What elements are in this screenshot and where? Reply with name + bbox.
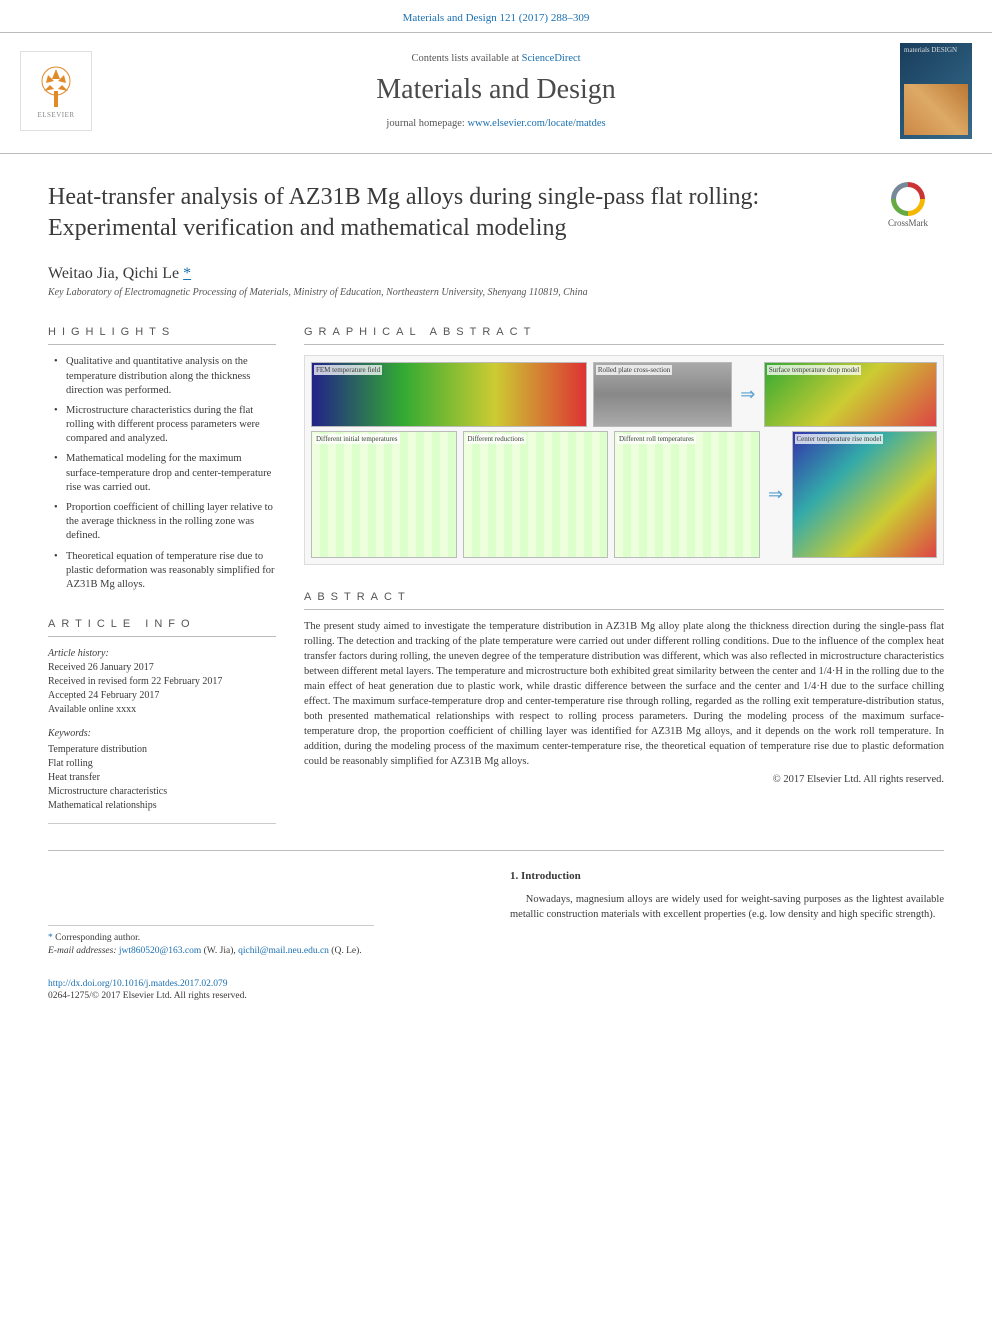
keyword: Heat transfer <box>48 771 276 785</box>
journal-header-band: ELSEVIER Contents lists available at Sci… <box>0 32 992 154</box>
highlights-list: Qualitative and quantitative analysis on… <box>48 355 276 592</box>
graphical-abstract-heading: GRAPHICAL ABSTRACT <box>304 326 944 345</box>
journal-homepage-link[interactable]: www.elsevier.com/locate/matdes <box>467 118 605 129</box>
keyword: Microstructure characteristics <box>48 785 276 799</box>
journal-header-center: Contents lists available at ScienceDirec… <box>106 53 886 129</box>
journal-name: Materials and Design <box>106 74 886 106</box>
article-info-body: Article history: Received 26 January 201… <box>48 647 276 824</box>
elsevier-tree-icon <box>32 63 80 111</box>
history-accepted: Accepted 24 February 2017 <box>48 689 276 703</box>
doi-link[interactable]: http://dx.doi.org/10.1016/j.matdes.2017.… <box>48 979 228 989</box>
corresp-email-2[interactable]: qichil@mail.neu.edu.cn <box>238 946 329 956</box>
history-online: Available online xxxx <box>48 703 276 717</box>
abstract-text: The present study aimed to investigate t… <box>304 620 944 769</box>
journal-homepage-line: journal homepage: www.elsevier.com/locat… <box>106 118 886 129</box>
journal-cover-art <box>904 84 968 135</box>
corresp-email-1-who: (W. Jia) <box>204 946 234 956</box>
authors-line: Weitao Jia, Qichi Le * <box>0 251 992 283</box>
highlight-item: Microstructure characteristics during th… <box>58 404 276 447</box>
ga-panel-reductions: Different reductions <box>463 431 609 558</box>
emails-label: E-mail addresses: <box>48 946 117 956</box>
affiliation: Key Laboratory of Electromagnetic Proces… <box>0 283 992 298</box>
highlight-item: Qualitative and quantitative analysis on… <box>58 355 276 398</box>
abstract-heading: ABSTRACT <box>304 591 944 610</box>
crossmark-badge[interactable]: CrossMark <box>872 182 944 243</box>
page-footer: http://dx.doi.org/10.1016/j.matdes.2017.… <box>0 958 992 1032</box>
corresp-star: * <box>48 933 53 943</box>
corresponding-author-mark[interactable]: * <box>183 265 191 282</box>
article-info-heading: ARTICLE INFO <box>48 618 276 637</box>
ga-arrow-icon: ⇒ <box>766 431 786 558</box>
issn-copyright: 0264-1275/© 2017 Elsevier Ltd. All right… <box>48 991 247 1001</box>
keywords-heading: Keywords: <box>48 727 276 741</box>
highlight-item: Proportion coefficient of chilling layer… <box>58 501 276 544</box>
highlight-item: Mathematical modeling for the maximum su… <box>58 452 276 495</box>
keyword: Flat rolling <box>48 757 276 771</box>
keyword: Temperature distribution <box>48 743 276 757</box>
ga-arrow-icon: ⇒ <box>738 362 758 427</box>
elsevier-logo: ELSEVIER <box>20 51 92 131</box>
keyword: Mathematical relationships <box>48 799 276 813</box>
corresp-email-2-who: (Q. Le) <box>331 946 359 956</box>
ga-panel-fem: FEM temperature field <box>311 362 587 427</box>
journal-cover-thumb: materials DESIGN <box>900 43 972 139</box>
highlight-item: Theoretical equation of temperature rise… <box>58 550 276 593</box>
history-heading: Article history: <box>48 648 109 659</box>
intro-paragraph: Nowadays, magnesium alloys are widely us… <box>510 893 944 923</box>
ga-panel-roll-temps: Different roll temperatures <box>614 431 760 558</box>
sciencedirect-link[interactable]: ScienceDirect <box>522 53 581 64</box>
corresp-email-1[interactable]: jwt860520@163.com <box>119 946 201 956</box>
history-received: Received 26 January 2017 <box>48 661 276 675</box>
graphical-abstract-image: FEM temperature field Rolled plate cross… <box>304 355 944 565</box>
contents-line: Contents lists available at ScienceDirec… <box>106 53 886 64</box>
crossmark-icon <box>891 182 925 216</box>
journal-cover-title: materials DESIGN <box>904 47 968 82</box>
elsevier-logo-text: ELSEVIER <box>37 111 74 119</box>
corresponding-author-note: * Corresponding author. E-mail addresses… <box>48 925 374 958</box>
ga-panel-temps: Different initial temperatures <box>311 431 457 558</box>
citation-header: Materials and Design 121 (2017) 288–309 <box>0 0 992 32</box>
crossmark-label: CrossMark <box>888 218 928 228</box>
history-revised: Received in revised form 22 February 201… <box>48 675 276 689</box>
corresp-label: Corresponding author. <box>55 933 140 943</box>
abstract-copyright: © 2017 Elsevier Ltd. All rights reserved… <box>304 774 944 785</box>
intro-heading: 1. Introduction <box>510 869 944 885</box>
citation-link[interactable]: Materials and Design 121 (2017) 288–309 <box>403 12 590 24</box>
article-title: Heat-transfer analysis of AZ31B Mg alloy… <box>48 182 856 243</box>
ga-panel-plate: Rolled plate cross-section <box>593 362 732 427</box>
ga-panel-surface-model: Surface temperature drop model <box>764 362 937 427</box>
ga-panel-center-model: Center temperature rise model <box>792 431 938 558</box>
highlights-heading: HIGHLIGHTS <box>48 326 276 345</box>
